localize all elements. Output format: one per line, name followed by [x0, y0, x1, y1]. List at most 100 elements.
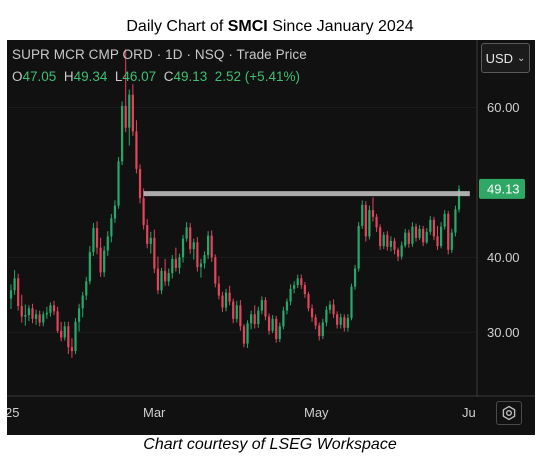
candle	[250, 310, 253, 330]
candle	[224, 288, 228, 312]
candle	[196, 237, 199, 272]
candle	[217, 276, 220, 300]
candle-body	[27, 308, 31, 316]
candle	[307, 291, 310, 312]
candle-body	[99, 247, 102, 273]
candle	[9, 284, 13, 310]
y-tick-label: 60.00	[487, 100, 520, 115]
candle-body	[375, 216, 378, 228]
candle	[293, 281, 296, 294]
candle-body	[207, 235, 210, 256]
candle-body	[67, 326, 70, 348]
candle	[24, 304, 27, 326]
candle-body	[436, 236, 439, 247]
candle-body	[364, 204, 367, 237]
candle-body	[117, 161, 120, 206]
candle	[246, 320, 249, 349]
candle	[189, 222, 192, 254]
candle-body	[228, 292, 231, 302]
candle-body	[185, 227, 188, 239]
candle-body	[307, 294, 310, 309]
candle	[56, 306, 59, 334]
candle-body	[60, 330, 63, 338]
candle-body	[457, 189, 461, 210]
candle	[203, 251, 206, 269]
candle-body	[142, 198, 145, 226]
candle-body	[246, 323, 249, 344]
candle-body	[24, 315, 27, 317]
y-tick-label: 40.00	[487, 250, 520, 265]
candle	[95, 221, 99, 255]
candle-body	[439, 226, 443, 247]
candle-body	[17, 278, 20, 307]
candle	[60, 321, 63, 342]
candle-body	[450, 232, 453, 250]
candle	[242, 324, 246, 348]
candle	[289, 284, 292, 306]
candle-body	[257, 310, 260, 325]
candlestick-chart[interactable]: 49.13 30.00 40.00 60.00 25 Mar May Ju	[7, 40, 535, 435]
candle	[439, 222, 443, 249]
candle-body	[210, 235, 213, 258]
candle	[357, 222, 360, 272]
candle	[207, 231, 210, 259]
candle	[414, 223, 418, 242]
candle	[135, 120, 138, 174]
candle-body	[250, 314, 253, 324]
candle-body	[336, 314, 339, 325]
candle-body	[332, 304, 335, 315]
candle	[278, 322, 281, 343]
candle	[371, 197, 375, 222]
candle	[275, 315, 278, 343]
high-value: 49.34	[73, 69, 108, 84]
chart-settings-button[interactable]	[496, 401, 522, 425]
candle-body	[325, 309, 328, 323]
candle-body	[178, 257, 181, 268]
candle	[138, 164, 142, 204]
candle	[379, 224, 382, 250]
candle	[457, 185, 461, 213]
page-title: Daily Chart of SMCI Since January 2024	[126, 18, 414, 35]
candle-body	[429, 219, 432, 232]
candle	[314, 314, 317, 330]
candle-body	[296, 278, 299, 286]
candle-body	[396, 249, 400, 257]
candle-body	[31, 308, 34, 319]
candle-body	[361, 204, 364, 226]
candle-body	[285, 301, 289, 311]
candle-body	[74, 321, 77, 352]
candle	[232, 298, 235, 324]
candle	[239, 300, 242, 331]
candle-body	[38, 314, 41, 323]
candle-body	[181, 238, 185, 258]
candle-body	[314, 317, 317, 326]
chart-panel[interactable]: 49.13 30.00 40.00 60.00 25 Mar May Ju SUPR MCR…	[7, 40, 535, 435]
x-tick-label: 25	[7, 405, 19, 420]
candle-body	[235, 305, 238, 319]
candle	[164, 258, 167, 286]
candle	[332, 299, 335, 319]
candle-body	[164, 270, 167, 282]
candle-body	[171, 258, 174, 274]
candle-body	[404, 232, 407, 246]
candle-body	[174, 258, 177, 268]
candle	[77, 303, 81, 332]
candle	[325, 306, 328, 327]
candle	[74, 318, 77, 355]
candle	[181, 234, 185, 263]
last-price-badge	[479, 178, 525, 199]
candle-body	[418, 228, 421, 238]
candle-body	[52, 305, 56, 312]
currency-selector-button[interactable]: USD ⌄	[481, 43, 530, 73]
ohlc-readout: O47.05 H49.34 L46.07 C49.13 2.52 (+5.41%…	[12, 69, 300, 84]
candle	[411, 222, 414, 247]
candle	[353, 264, 357, 290]
candle	[103, 246, 106, 277]
candle-body	[103, 250, 106, 273]
candle	[364, 201, 367, 242]
candle	[52, 300, 56, 316]
candle	[328, 300, 332, 314]
candle	[257, 306, 260, 328]
candle	[110, 213, 113, 243]
candle	[343, 314, 346, 332]
